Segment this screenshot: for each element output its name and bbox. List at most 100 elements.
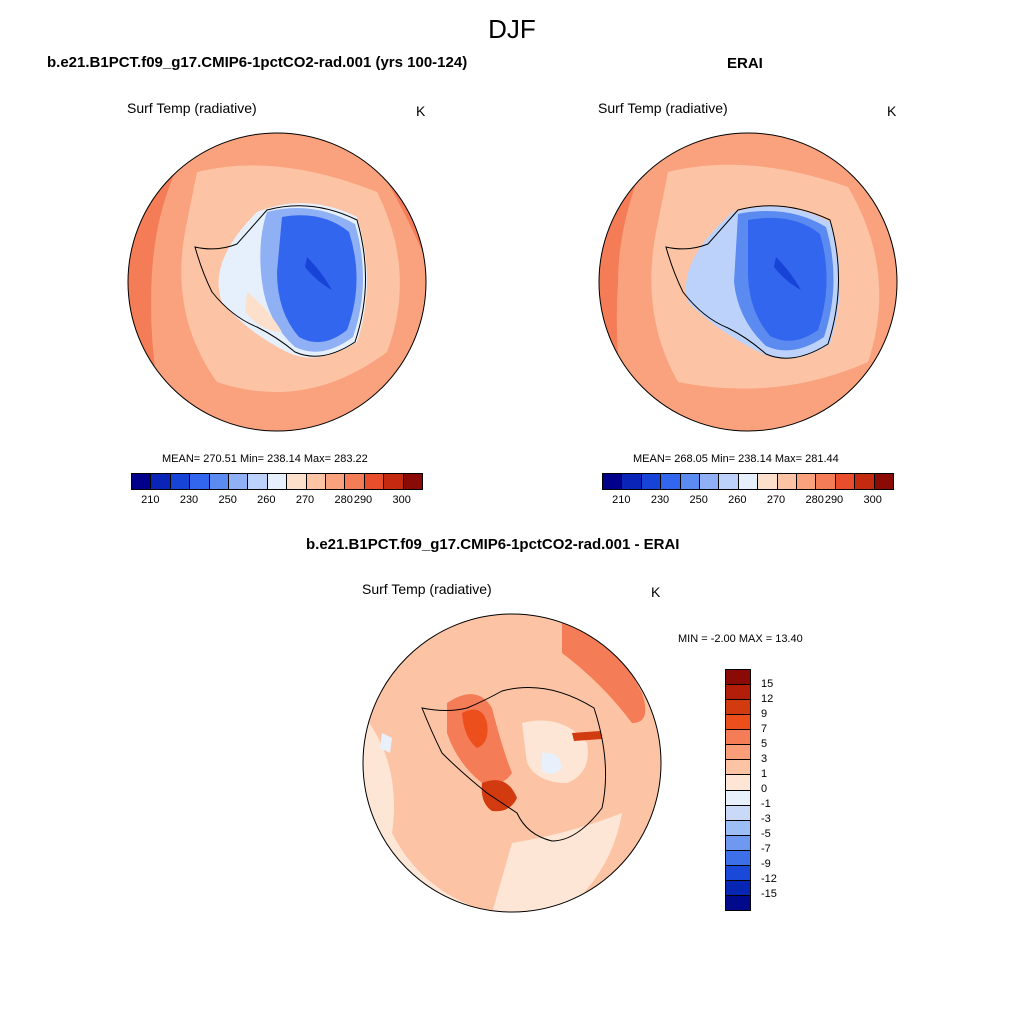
colorbar-swatch [726,820,750,836]
colorbar-swatch [726,850,750,866]
colorbar-swatch [726,835,750,851]
colorbar-obs [602,473,894,490]
colorbar-obs-ticks: 210 230 250 260 270 280 290 300 [602,494,892,508]
panel-model-stats: MEAN= 270.51 Min= 238.14 Max= 283.22 [162,453,368,465]
panel-model-title: b.e21.B1PCT.f09_g17.CMIP6-1pctCO2-rad.00… [47,54,468,71]
colorbar-tick-label: 270 [295,494,315,506]
colorbar-swatch [777,474,798,489]
colorbar-swatch [726,895,750,910]
colorbar-swatch [855,474,875,489]
colorbar-diff [725,669,751,911]
colorbar-tick-label: 290 [824,494,844,506]
colorbar-swatch [306,474,327,489]
colorbar-model [131,473,423,490]
colorbar-tick-label: 12 [761,693,774,705]
map-field-band [522,720,588,783]
map-diff [362,613,662,913]
colorbar-swatch [151,474,171,489]
colorbar-tick-label: 250 [218,494,237,506]
colorbar-swatch [835,474,856,489]
colorbar-swatch [364,474,385,489]
map-field-band [380,733,392,753]
colorbar-swatch [726,730,750,746]
colorbar-tick-label: 230 [650,494,670,506]
colorbar-swatch [816,474,836,489]
colorbar-tick-label: 300 [392,494,411,506]
colorbar-swatch [874,474,894,489]
map-field-band [542,752,562,774]
colorbar-swatch [267,474,288,489]
colorbar-tick-label: 9 [761,708,768,720]
panel-obs-variable: Surf Temp (radiative) [598,100,728,116]
map-obs [598,132,898,432]
map-field-band [245,292,282,332]
map-field-band [774,257,801,290]
panel-diff-variable: Surf Temp (radiative) [362,581,492,597]
colorbar-swatch [797,474,817,489]
colorbar-tick-label: 3 [761,753,768,765]
colorbar-swatch [603,474,623,489]
colorbar-swatch [661,474,681,489]
colorbar-swatch [700,474,720,489]
colorbar-tick-label: 0 [761,783,768,795]
colorbar-swatch [326,474,346,489]
colorbar-tick-label: -7 [761,843,771,855]
colorbar-tick-label: 15 [761,678,774,690]
colorbar-tick-label: 260 [257,494,276,506]
panel-model-variable: Surf Temp (radiative) [127,100,257,116]
colorbar-tick-label: 210 [141,494,160,506]
colorbar-swatch [738,474,759,489]
coastline [665,205,839,359]
figure-title: DJF [488,14,536,44]
colorbar-swatch [248,474,268,489]
colorbar-tick-label: -3 [761,813,771,825]
map-field-band [462,709,488,748]
colorbar-tick-label: -12 [761,873,777,885]
colorbar-tick-label: -1 [761,798,771,810]
colorbar-tick-label: 250 [689,494,708,506]
colorbar-swatch [209,474,230,489]
colorbar-tick-label: -9 [761,858,771,870]
colorbar-swatch [726,775,750,791]
colorbar-diff-ticks: 15 12 9 7 5 3 1 0 -1 -3 -5 -7 -9 -12 -15 [761,669,801,909]
colorbar-swatch [680,474,701,489]
colorbar-tick-label: 290 [353,494,373,506]
map-model [127,132,427,432]
colorbar-swatch [132,474,152,489]
colorbar-tick-label: 260 [728,494,747,506]
colorbar-tick-label: 270 [766,494,786,506]
colorbar-swatch [726,865,750,881]
colorbar-swatch [641,474,662,489]
colorbar-swatch [726,715,750,731]
colorbar-swatch [384,474,404,489]
map-field-band [562,623,646,723]
colorbar-swatch [726,745,750,761]
colorbar-tick-label: 280 [334,494,353,506]
colorbar-swatch [726,670,750,686]
map-field-band [572,731,602,741]
colorbar-swatch [726,805,750,821]
map-field-band [481,780,517,812]
colorbar-swatch [726,685,750,701]
colorbar-swatch [190,474,210,489]
colorbar-swatch [287,474,307,489]
colorbar-swatch [719,474,739,489]
map-field-band [305,257,332,290]
colorbar-tick-label: 280 [805,494,824,506]
colorbar-tick-label: 210 [612,494,631,506]
map-field-band [492,813,622,912]
coastline [194,205,366,357]
colorbar-swatch [345,474,365,489]
colorbar-swatch [758,474,778,489]
colorbar-tick-label: -5 [761,828,771,840]
colorbar-swatch [726,790,750,806]
colorbar-tick-label: 300 [863,494,882,506]
colorbar-tick-label: 1 [761,768,768,780]
panel-diff-units: K [651,584,661,600]
panel-obs-title: ERAI [727,55,763,72]
colorbar-swatch [403,474,423,489]
colorbar-tick-label: 5 [761,738,768,750]
panel-model-units: K [416,103,426,119]
panel-obs-units: K [887,103,897,119]
coastline [421,686,607,842]
